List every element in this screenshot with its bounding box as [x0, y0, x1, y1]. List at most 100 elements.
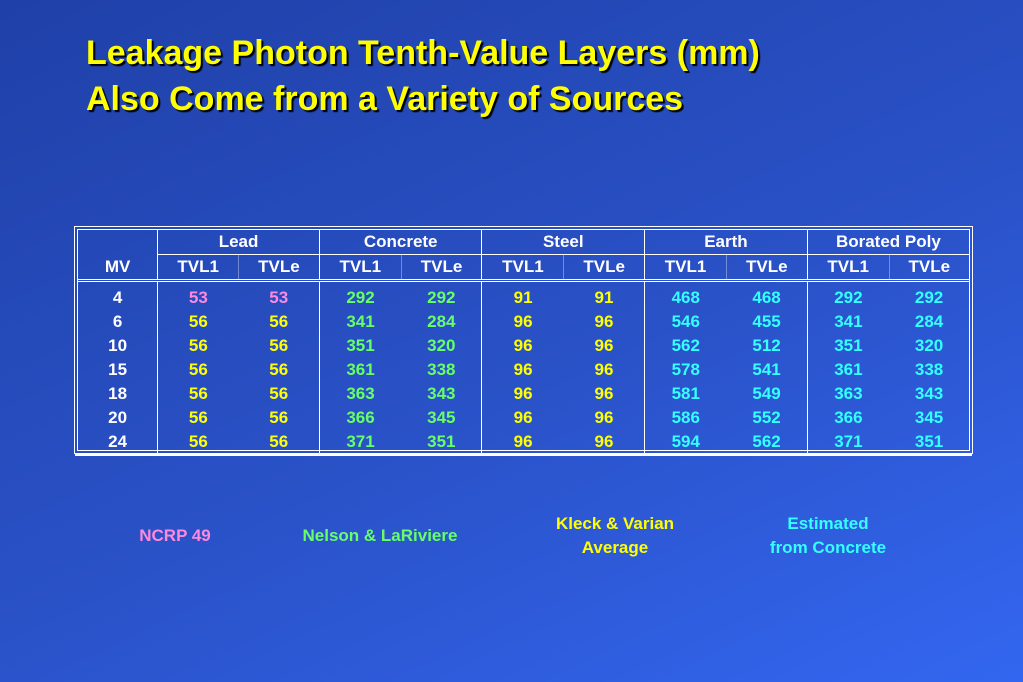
material-header-concrete: Concrete	[319, 230, 483, 255]
title-line-2: Also Come from a Variety of Sources	[86, 80, 684, 118]
material-header-poly: Borated Poly	[807, 230, 969, 255]
concrete-tvl1-cell: 341	[346, 312, 375, 331]
steel-tvle-cell: 96	[563, 406, 646, 430]
earth-tvle-cell: 512	[726, 334, 808, 358]
earth-tvl1-cell: 586	[671, 408, 700, 427]
steel-tvl1-cell: 96	[513, 384, 533, 403]
poly-tvl1-cell: 366	[834, 408, 863, 427]
mv-cell: 15	[78, 358, 159, 382]
lead-tvl1-cell: 56	[188, 408, 208, 427]
legend-estimated-line-1: Estimated	[787, 514, 869, 533]
poly-tvle-cell: 351	[914, 432, 944, 451]
material-header-row: Lead Concrete Steel Earth Borated Poly	[78, 230, 969, 255]
legend-kleck-line-2: Average	[581, 538, 649, 557]
legend-kleck-line-1: Kleck & Varian	[555, 514, 675, 533]
poly-tvle-cell: 320	[914, 336, 944, 355]
concrete-tvl1-cell: 351	[346, 336, 375, 355]
poly-tvl1-cell: 363	[834, 384, 863, 403]
earth-tvle-cell: 562	[726, 430, 808, 454]
concrete-tvle-cell: 343	[401, 382, 483, 406]
earth-tvl1-cell: 581	[671, 384, 700, 403]
tvl-table-inner-frame: Lead Concrete Steel Earth Borated Poly MV TVL1…	[77, 229, 970, 454]
sub-header-concrete-tvl1: TVL1	[319, 254, 402, 282]
concrete-tvl1-cell: 361	[346, 360, 375, 379]
legend-nelson: Nelson & LaRiviere	[280, 524, 480, 548]
sub-header-row: MV TVL1 TVLe TVL1 TVLe TVL1 TVLe TVL1 TVLe TVL1 TV…	[78, 254, 969, 282]
legend-estimated-line-2: from Concrete	[769, 538, 887, 557]
table-row: 4 53 53 292 292 91 91 468 468 292 292	[78, 280, 969, 310]
lead-tvl1-cell: 56	[188, 336, 208, 355]
sub-header-steel-tvl1: TVL1	[481, 254, 565, 282]
sub-header-poly-tvl1: TVL1	[807, 254, 890, 282]
sub-header-poly-tvle: TVLe	[889, 254, 969, 282]
material-header-earth: Earth	[644, 230, 808, 255]
lead-tvl1-cell: 56	[188, 432, 208, 451]
steel-tvl1-cell: 96	[513, 312, 533, 331]
poly-tvl1-cell: 361	[834, 360, 863, 379]
lead-tvle-cell: 53	[238, 280, 320, 310]
legend-kleck-varian: Kleck & Varian Average	[530, 512, 700, 560]
earth-tvl1-cell: 594	[671, 432, 700, 451]
lead-tvle-cell: 56	[238, 310, 320, 334]
earth-tvle-cell: 552	[726, 406, 808, 430]
earth-tvl1-cell: 468	[671, 288, 700, 307]
steel-tvle-cell: 96	[563, 382, 646, 406]
concrete-tvle-cell: 351	[401, 430, 483, 454]
steel-tvle-cell: 96	[563, 310, 646, 334]
earth-tvl1-cell: 578	[671, 360, 700, 379]
poly-tvl1-cell: 292	[834, 288, 863, 307]
steel-tvl1-cell: 96	[513, 408, 533, 427]
table-row: 24 56 56 371 351 96 96 594 562 371 351	[78, 430, 969, 454]
steel-tvl1-cell: 96	[513, 360, 533, 379]
mv-cell: 18	[78, 382, 159, 406]
steel-tvle-cell: 96	[563, 358, 646, 382]
material-header-steel: Steel	[481, 230, 646, 255]
earth-tvl1-cell: 546	[671, 312, 700, 331]
sub-header-earth-tvl1: TVL1	[644, 254, 727, 282]
slide-title: Leakage Photon Tenth-Value Layers (mm) A…	[86, 30, 760, 122]
legend-ncrp-label: NCRP 49	[139, 526, 211, 545]
steel-tvle-cell: 91	[563, 280, 646, 310]
title-line-1: Leakage Photon Tenth-Value Layers (mm)	[86, 34, 760, 72]
table-row: 18 56 56 363 343 96 96 581 549 363 343	[78, 382, 969, 406]
material-header-lead: Lead	[157, 230, 320, 255]
earth-tvl1-cell: 562	[671, 336, 700, 355]
lead-tvle-cell: 56	[238, 382, 320, 406]
poly-tvle-cell: 343	[914, 384, 944, 403]
tvl-table-frame: Lead Concrete Steel Earth Borated Poly MV TVL1…	[74, 226, 973, 456]
mv-cell: 20	[78, 406, 159, 430]
poly-tvl1-cell: 371	[834, 432, 863, 451]
legend-nelson-label: Nelson & LaRiviere	[302, 526, 458, 545]
lead-tvl1-cell: 56	[188, 360, 208, 379]
lead-tvle-cell: 56	[238, 334, 320, 358]
mv-cell: 4	[78, 280, 159, 310]
lead-tvl1-cell: 56	[188, 384, 208, 403]
table-row: 10 56 56 351 320 96 96 562 512 351 320	[78, 334, 969, 358]
table-bottom-rule	[75, 454, 972, 456]
table-row: 6 56 56 341 284 96 96 546 455 341 284	[78, 310, 969, 334]
earth-tvle-cell: 549	[726, 382, 808, 406]
concrete-tvle-cell: 320	[401, 334, 483, 358]
earth-tvle-cell: 541	[726, 358, 808, 382]
legend-ncrp: NCRP 49	[110, 524, 240, 548]
legend-estimated: Estimated from Concrete	[743, 512, 913, 560]
poly-tvle-cell: 292	[914, 288, 944, 307]
concrete-tvl1-cell: 292	[346, 288, 375, 307]
mv-cell: 6	[78, 310, 159, 334]
table-row: 15 56 56 361 338 96 96 578 541 361 338	[78, 358, 969, 382]
steel-tvl1-cell: 96	[513, 336, 533, 355]
lead-tvl1-cell: 53	[188, 288, 208, 307]
sub-header-steel-tvle: TVLe	[563, 254, 646, 282]
earth-tvle-cell: 455	[726, 310, 808, 334]
concrete-tvl1-cell: 371	[346, 432, 375, 451]
concrete-tvl1-cell: 363	[346, 384, 375, 403]
concrete-tvle-cell: 292	[401, 280, 483, 310]
steel-tvle-cell: 96	[563, 334, 646, 358]
mv-cell: 10	[78, 334, 159, 358]
lead-tvl1-cell: 56	[188, 312, 208, 331]
poly-tvl1-cell: 351	[834, 336, 863, 355]
mv-header: MV	[78, 254, 159, 282]
header-corner	[78, 230, 159, 255]
earth-tvle-cell: 468	[726, 280, 808, 310]
tvl-table: Lead Concrete Steel Earth Borated Poly MV TVL1…	[78, 230, 969, 454]
